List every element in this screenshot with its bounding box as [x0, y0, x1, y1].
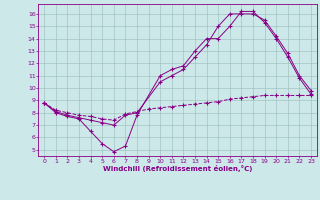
X-axis label: Windchill (Refroidissement éolien,°C): Windchill (Refroidissement éolien,°C): [103, 165, 252, 172]
